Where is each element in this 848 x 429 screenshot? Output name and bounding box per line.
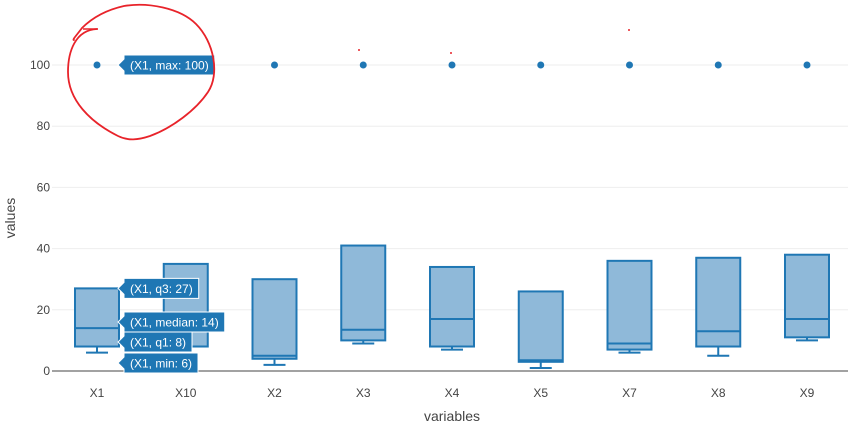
x-tick-label-x5: X5 <box>533 386 548 400</box>
x-axis-title: variables <box>424 408 480 424</box>
x-tick-label-x10: X10 <box>175 386 197 400</box>
annotation-dot <box>450 52 452 54</box>
tooltip-label: (X1, min: 6) <box>130 357 192 371</box>
box-x5[interactable] <box>517 61 564 369</box>
y-axis-title: values <box>2 198 18 238</box>
box-series[interactable] <box>74 61 830 369</box>
box-body <box>74 287 120 348</box>
hand-drawn-circle <box>67 3 216 141</box>
tooltip-3: (X1, q1: 8) <box>117 331 193 353</box>
tooltip-label: (X1, median: 14) <box>130 316 219 330</box>
y-tick-label-40: 40 <box>37 242 51 256</box>
box-x8[interactable] <box>695 61 742 357</box>
outlier-point <box>359 61 367 69</box>
box-x9[interactable] <box>784 61 830 342</box>
tooltip-background <box>117 352 199 374</box>
x-tick-label-x8: X8 <box>711 386 726 400</box>
y-tick-label-20: 20 <box>37 303 51 317</box>
y-tick-label-100: 100 <box>30 58 50 72</box>
tooltip-2: (X1, median: 14) <box>117 311 226 333</box>
x-tick-label-x7: X7 <box>622 386 637 400</box>
box-x1[interactable] <box>74 61 120 354</box>
outlier-point <box>448 61 456 69</box>
tooltip-4: (X1, min: 6) <box>117 352 199 374</box>
y-tick-label-60: 60 <box>37 180 51 194</box>
box-x4[interactable] <box>429 61 475 351</box>
x-tick-label-x4: X4 <box>445 386 460 400</box>
box-body <box>429 265 475 348</box>
box-body <box>251 278 298 360</box>
box-body <box>606 259 653 351</box>
x-axis-tick-labels: X1 X10 X2 X3 X4 X5 X7 X8 X9 <box>90 386 815 400</box>
outlier-point <box>714 61 722 69</box>
x-tick-label-x3: X3 <box>356 386 371 400</box>
x-tick-label-x1: X1 <box>90 386 105 400</box>
box-x7[interactable] <box>606 61 653 354</box>
tooltip-label: (X1, q1: 8) <box>130 336 186 350</box>
tooltip-background <box>117 331 193 353</box>
hover-tooltips: (X1, max: 100) (X1, q3: 27) (X1, median: 1… <box>117 54 226 374</box>
box-body <box>695 256 742 348</box>
y-tick-label-80: 80 <box>37 119 51 133</box>
outlier-point <box>803 61 811 69</box>
x-tick-label-x2: X2 <box>267 386 282 400</box>
tooltip-label: (X1, q3: 27) <box>130 282 193 296</box>
annotation-dot <box>628 29 630 31</box>
outlier-point <box>271 61 278 69</box>
tooltip-background <box>117 311 226 333</box>
box-x2[interactable] <box>251 61 298 366</box>
box-body <box>340 244 387 342</box>
tooltip-background <box>117 277 200 299</box>
tooltip-1: (X1, q3: 27) <box>117 277 200 299</box>
outlier-point <box>626 61 633 69</box>
tooltip-0: (X1, max: 100) <box>117 54 216 76</box>
y-axis-tick-labels: 0 20 40 60 80 100 <box>30 58 50 378</box>
box-x3[interactable] <box>340 61 387 345</box>
y-tick-label-0: 0 <box>43 364 50 378</box>
outlier-point <box>93 61 101 69</box>
outlier-point <box>537 61 545 69</box>
box-body <box>784 253 830 339</box>
hand-drawn-annotations <box>67 3 630 141</box>
tooltip-label: (X1, max: 100) <box>130 59 209 73</box>
x-tick-label-x9: X9 <box>800 386 815 400</box>
annotation-dot <box>358 49 360 51</box>
box-body <box>517 290 564 363</box>
